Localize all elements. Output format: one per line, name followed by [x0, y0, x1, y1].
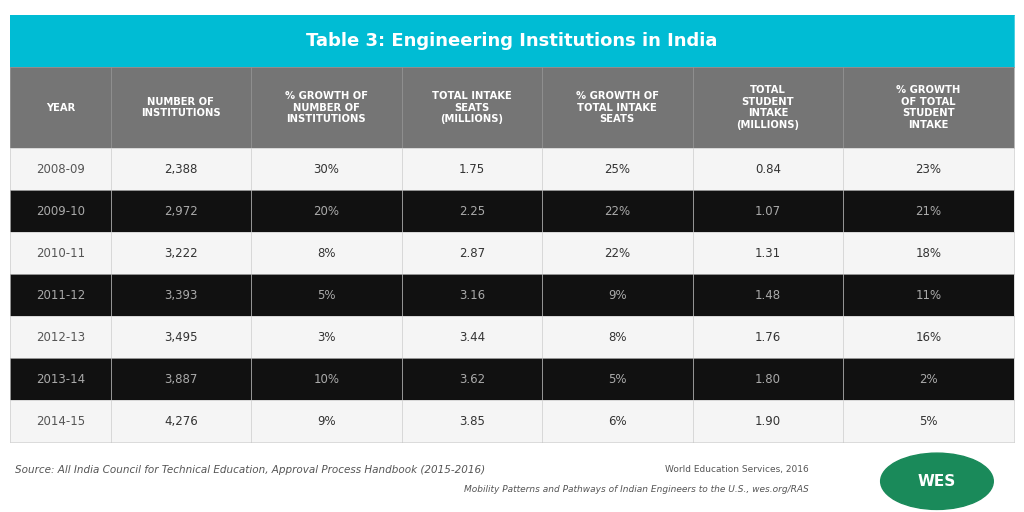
Text: 1.48: 1.48	[755, 289, 781, 302]
Text: 2013-14: 2013-14	[36, 373, 85, 386]
Text: YEAR: YEAR	[46, 102, 75, 113]
Text: 3%: 3%	[317, 331, 336, 344]
Text: World Education Services, 2016: World Education Services, 2016	[666, 464, 809, 474]
Text: 2,972: 2,972	[164, 205, 198, 218]
Text: 2009-10: 2009-10	[36, 205, 85, 218]
Text: 25%: 25%	[604, 163, 631, 176]
Text: 22%: 22%	[604, 247, 631, 260]
Text: TOTAL INTAKE
SEATS
(MILLIONS): TOTAL INTAKE SEATS (MILLIONS)	[432, 91, 512, 124]
Text: 3,393: 3,393	[164, 289, 198, 302]
Text: 9%: 9%	[608, 289, 627, 302]
Text: 8%: 8%	[317, 247, 336, 260]
Text: Table 3: Engineering Institutions in India: Table 3: Engineering Institutions in Ind…	[306, 32, 718, 50]
Text: 6%: 6%	[608, 415, 627, 428]
Text: 3,222: 3,222	[164, 247, 198, 260]
Text: 3.85: 3.85	[459, 415, 484, 428]
Text: 22%: 22%	[604, 205, 631, 218]
Text: 2,388: 2,388	[164, 163, 198, 176]
Text: 5%: 5%	[608, 373, 627, 386]
Text: 23%: 23%	[915, 163, 941, 176]
Text: 9%: 9%	[317, 415, 336, 428]
Text: % GROWTH
OF TOTAL
STUDENT
INTAKE: % GROWTH OF TOTAL STUDENT INTAKE	[896, 85, 961, 130]
Text: 2%: 2%	[920, 373, 938, 386]
Text: 18%: 18%	[915, 247, 941, 260]
Text: 20%: 20%	[313, 205, 339, 218]
Text: TOTAL
STUDENT
INTAKE
(MILLIONS): TOTAL STUDENT INTAKE (MILLIONS)	[736, 85, 800, 130]
Text: 3.62: 3.62	[459, 373, 485, 386]
Text: 8%: 8%	[608, 331, 627, 344]
Text: % GROWTH OF
NUMBER OF
INSTITUTIONS: % GROWTH OF NUMBER OF INSTITUTIONS	[285, 91, 368, 124]
Text: 2.87: 2.87	[459, 247, 485, 260]
Text: 1.07: 1.07	[755, 205, 781, 218]
Text: 21%: 21%	[915, 205, 941, 218]
Text: 1.75: 1.75	[459, 163, 485, 176]
Text: 1.90: 1.90	[755, 415, 781, 428]
Text: 2010-11: 2010-11	[36, 247, 85, 260]
Text: 2012-13: 2012-13	[36, 331, 85, 344]
Text: 10%: 10%	[313, 373, 339, 386]
Text: 5%: 5%	[920, 415, 938, 428]
Text: WES: WES	[918, 474, 956, 489]
Text: 3.44: 3.44	[459, 331, 485, 344]
Text: Source: All India Council for Technical Education, Approval Process Handbook (20: Source: All India Council for Technical …	[15, 465, 485, 476]
Circle shape	[881, 453, 993, 509]
Text: 0.84: 0.84	[755, 163, 781, 176]
Text: % GROWTH OF
TOTAL INTAKE
SEATS: % GROWTH OF TOTAL INTAKE SEATS	[575, 91, 658, 124]
Text: 30%: 30%	[313, 163, 339, 176]
Text: 11%: 11%	[915, 289, 941, 302]
Text: 3,887: 3,887	[164, 373, 198, 386]
Text: 1.76: 1.76	[755, 331, 781, 344]
Text: 2.25: 2.25	[459, 205, 485, 218]
Text: 5%: 5%	[317, 289, 336, 302]
Text: Mobility Patterns and Pathways of Indian Engineers to the U.S., wes.org/RAS: Mobility Patterns and Pathways of Indian…	[464, 485, 809, 494]
Text: NUMBER OF
INSTITUTIONS: NUMBER OF INSTITUTIONS	[141, 97, 220, 118]
Text: 3,495: 3,495	[164, 331, 198, 344]
Text: 3.16: 3.16	[459, 289, 485, 302]
Text: 2011-12: 2011-12	[36, 289, 85, 302]
Text: 16%: 16%	[915, 331, 941, 344]
Text: 2014-15: 2014-15	[36, 415, 85, 428]
Text: 1.80: 1.80	[755, 373, 781, 386]
Text: 2008-09: 2008-09	[36, 163, 85, 176]
Text: 4,276: 4,276	[164, 415, 198, 428]
Text: 1.31: 1.31	[755, 247, 781, 260]
